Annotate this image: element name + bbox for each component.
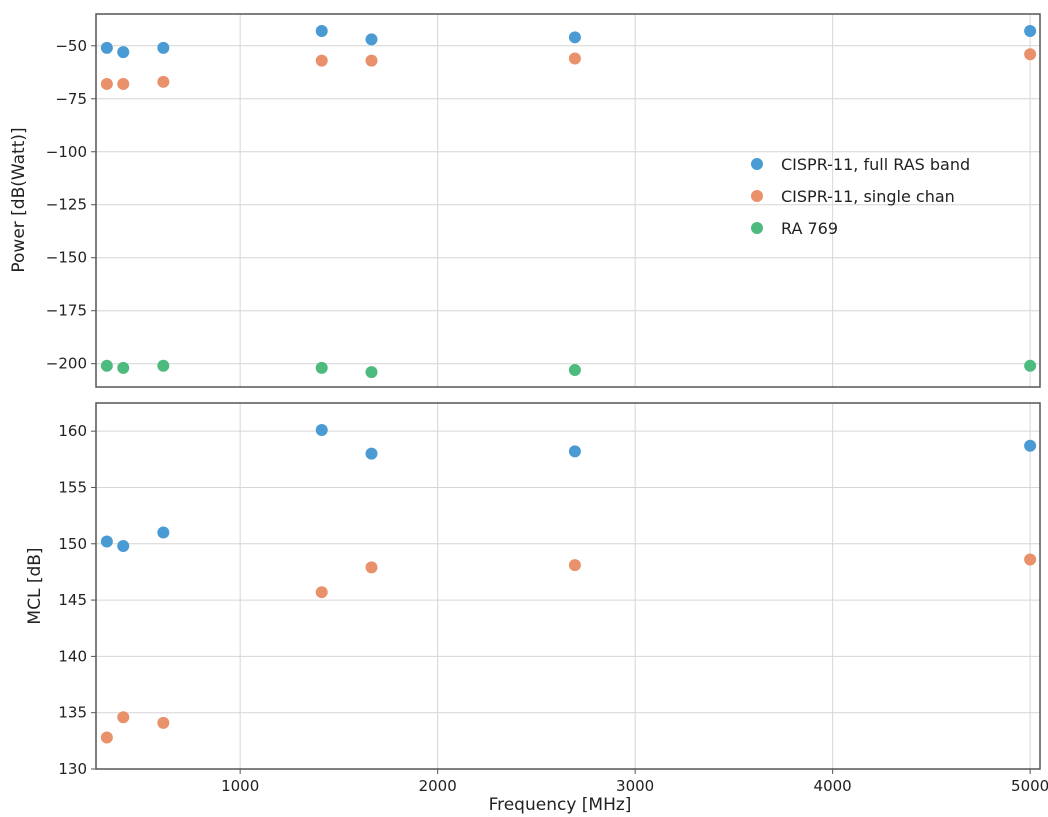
power-series-2-point — [568, 364, 581, 377]
power-y-tick-label: −200 — [46, 355, 87, 373]
legend-marker — [751, 222, 763, 234]
mcl-series-0-point — [157, 526, 170, 539]
mcl-y-tick-label: 140 — [58, 647, 87, 665]
mcl-series-1-point — [157, 716, 170, 729]
x-tick-label: 1000 — [221, 777, 259, 795]
power-series-1-point — [568, 52, 581, 65]
power-series-0-point — [157, 41, 170, 54]
legend-entry-label: CISPR-11, full RAS band — [781, 155, 970, 174]
mcl-series-1-point — [100, 731, 113, 744]
power-series-2-point — [117, 361, 130, 374]
power-series-2-point — [157, 359, 170, 372]
power-series-0-point — [365, 33, 378, 46]
power-plot-frame — [95, 13, 1041, 388]
power-series-1-point — [365, 54, 378, 67]
mcl-y-tick-label: 130 — [58, 760, 87, 778]
x-tick-label: 3000 — [616, 777, 654, 795]
power-series-0-point — [568, 31, 581, 44]
mcl-series-0-point — [568, 445, 581, 458]
mcl-y-tick-label: 150 — [58, 535, 87, 553]
mcl-series-1-point — [117, 711, 130, 724]
power-series-2-point — [365, 366, 378, 379]
power-series-0-point — [315, 24, 328, 37]
mcl-y-tick-label: 145 — [58, 591, 87, 609]
power-y-axis-label: Power [dB(Watt)] — [9, 127, 29, 272]
power-series-1-point — [117, 77, 130, 90]
mcl-panel: 1000 2000 3000 4000 5000 130 135 140 145 150 155 16… — [25, 402, 1048, 815]
x-tick-label: 2000 — [419, 777, 457, 795]
power-y-tick-label: −100 — [46, 143, 87, 161]
legend-entry-label: CISPR-11, single chan — [781, 187, 955, 206]
legend-marker — [751, 158, 763, 170]
mcl-y-tick-label: 160 — [58, 422, 87, 440]
power-series-0-point — [1024, 24, 1037, 37]
power-series-2-point — [100, 359, 113, 372]
mcl-y-axis-label: MCL [dB] — [25, 547, 45, 624]
legend-entry-label: RA 769 — [781, 219, 838, 238]
power-series-1-point — [157, 75, 170, 88]
power-series-2-point — [1024, 359, 1037, 372]
x-tick-label: 5000 — [1011, 777, 1048, 795]
power-series-1-point — [100, 77, 113, 90]
mcl-series-1-point — [1024, 553, 1037, 566]
power-panel: −50 −75 −100 −125 −150 −175 −200 Power [dB(Wat… — [9, 13, 1041, 388]
power-y-tick-label: −175 — [46, 302, 87, 320]
mcl-series-0-point — [315, 424, 328, 437]
mcl-y-tick-label: 155 — [58, 478, 87, 496]
x-axis-label: Frequency [MHz] — [489, 795, 632, 815]
mcl-series-1-point — [365, 561, 378, 574]
power-y-tick-label: −125 — [46, 196, 87, 214]
power-series-0-point — [100, 41, 113, 54]
mcl-series-0-point — [365, 447, 378, 460]
legend-marker — [751, 190, 763, 202]
mcl-series-0-point — [117, 540, 130, 553]
power-y-tick-label: −150 — [46, 249, 87, 267]
power-series-0-point — [117, 46, 130, 59]
mcl-series-0-point — [100, 535, 113, 548]
power-series-2-point — [315, 361, 328, 374]
mcl-plot-frame — [95, 402, 1041, 770]
power-y-tick-label: −50 — [55, 37, 87, 55]
power-series-1-point — [1024, 48, 1037, 61]
mcl-y-tick-label: 135 — [58, 704, 87, 722]
mcl-series-1-point — [315, 586, 328, 599]
legend: CISPR-11, full RAS band CISPR-11, single … — [751, 155, 970, 238]
power-y-tick-label: −75 — [55, 90, 87, 108]
power-series-1-point — [315, 54, 328, 67]
mcl-series-1-point — [568, 559, 581, 572]
x-tick-label: 4000 — [814, 777, 852, 795]
mcl-series-0-point — [1024, 439, 1037, 452]
